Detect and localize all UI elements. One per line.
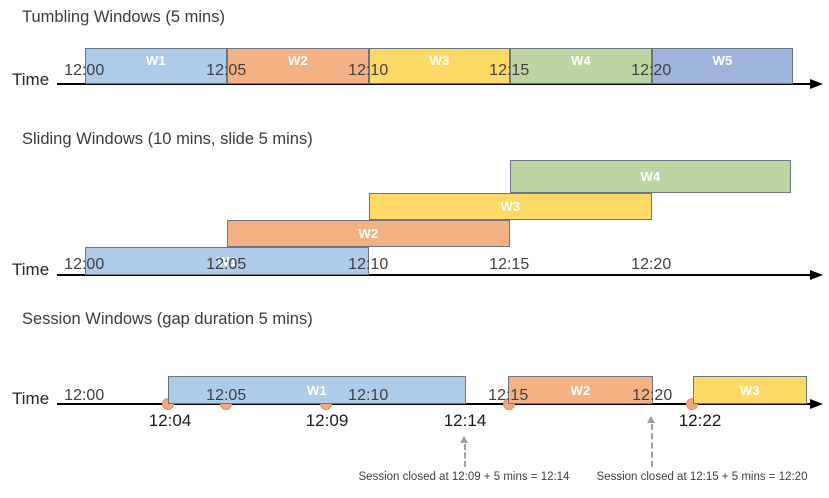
tumbling-tick-label: 12:05	[206, 62, 247, 79]
sliding-time-axis-label: Time	[12, 260, 50, 279]
sliding-axis-arrowhead-icon	[810, 270, 823, 280]
sliding-window-w1: W1	[85, 247, 369, 275]
tumbling-tick-label: 12:15	[489, 62, 530, 79]
session-tick-label: 12:20	[632, 387, 673, 404]
tumbling-window-w1: W1	[85, 48, 227, 84]
session-event-time-label: 12:14	[443, 411, 487, 430]
session-window-label-w3: W3	[739, 382, 761, 398]
tumbling-window-label-w4: W4	[570, 53, 592, 68]
session-window-w1: W1	[168, 376, 466, 404]
tumbling-windows-title: Tumbling Windows (5 mins)	[22, 8, 225, 26]
session-close-annotation: Session closed at 12:09 + 5 mins = 12:14	[358, 471, 570, 483]
tumbling-tick-label: 12:20	[631, 62, 672, 79]
session-axis-arrowhead-icon	[810, 399, 823, 409]
session-dashed-arrowhead-icon	[460, 436, 468, 443]
sliding-tick-label: 12:15	[489, 256, 530, 273]
sliding-window-label-w1: W1	[216, 253, 238, 269]
session-windows-title: Session Windows (gap duration 5 mins)	[22, 310, 313, 328]
sliding-tick-label: 12:00	[64, 256, 105, 273]
session-dashed-arrowhead-icon	[647, 416, 655, 423]
sliding-window-label-w2: W2	[358, 226, 379, 241]
tumbling-window-w5: W5	[652, 48, 793, 84]
tumbling-window-label-w1: W1	[145, 53, 167, 68]
session-dashed-arrow-line	[651, 424, 653, 467]
session-window-w3: W3	[693, 376, 807, 404]
sliding-window-w2: W2	[227, 220, 510, 247]
sliding-window-w4: W4	[510, 160, 791, 193]
sliding-tick-label: 12:10	[348, 256, 389, 273]
tumbling-tick-label: 12:10	[348, 62, 389, 79]
tumbling-window-label-w2: W2	[287, 53, 309, 68]
session-tick-label: 12:05	[206, 387, 247, 404]
session-time-axis-label: Time	[12, 389, 50, 408]
sliding-windows-title: Sliding Windows (10 mins, slide 5 mins)	[22, 130, 313, 148]
tumbling-tick-label: 12:00	[64, 62, 105, 79]
sliding-window-w3: W3	[369, 193, 652, 220]
tumbling-window-w2: W2	[227, 48, 369, 84]
session-event-time-label: 12:04	[148, 411, 192, 430]
tumbling-window-label-w3: W3	[429, 53, 450, 68]
sliding-tick-label: 12:20	[631, 256, 672, 273]
session-event-time-label: 12:22	[678, 411, 722, 430]
sliding-window-label-w3: W3	[500, 199, 521, 214]
tumbling-time-axis-label: Time	[12, 70, 50, 89]
sliding-window-label-w4: W4	[640, 169, 661, 184]
session-tick-label: 12:10	[348, 387, 389, 404]
session-tick-label: 12:15	[488, 387, 529, 404]
session-window-label-w2: W2	[570, 382, 591, 398]
tumbling-window-w3: W3	[369, 48, 510, 84]
session-window-w2: W2	[508, 376, 653, 404]
session-window-label-w1: W1	[306, 382, 328, 398]
sliding-time-axis	[57, 274, 810, 276]
session-event-time-label: 12:09	[305, 411, 349, 430]
sliding-tick-label: 12:05	[206, 256, 247, 273]
tumbling-time-axis	[57, 83, 810, 85]
session-time-axis	[57, 403, 810, 405]
session-close-annotation: Session closed at 12:15 + 5 mins = 12:20	[596, 471, 808, 483]
tumbling-window-w4: W4	[510, 48, 652, 84]
tumbling-axis-arrowhead-icon	[810, 79, 823, 89]
tumbling-window-label-w5: W5	[712, 53, 733, 68]
session-tick-label: 12:00	[64, 387, 105, 404]
session-dashed-arrow-line	[464, 444, 466, 467]
